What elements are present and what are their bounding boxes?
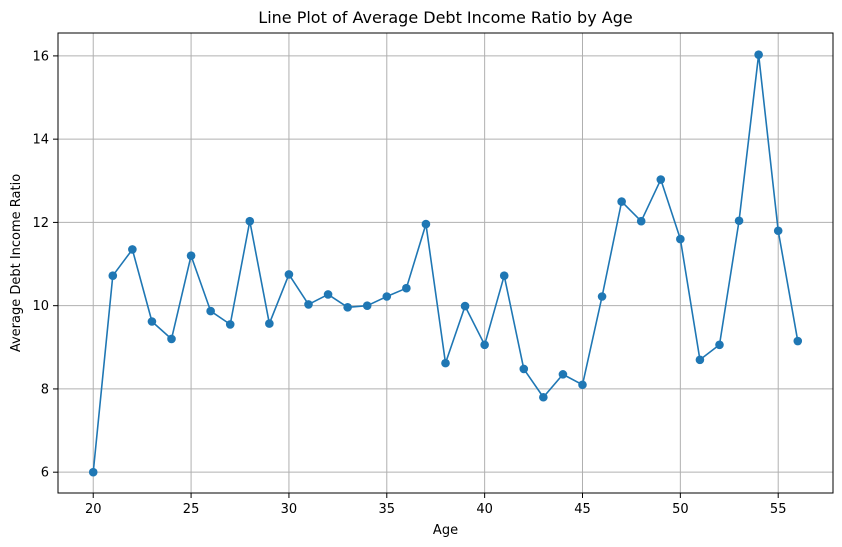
data-point: [128, 245, 137, 254]
data-point: [539, 392, 548, 402]
y-axis-label: Average Debt Income Ratio: [9, 174, 24, 352]
data-point: [167, 334, 176, 344]
data-point: [715, 340, 724, 350]
data-point: [441, 358, 450, 368]
data-point: [460, 301, 470, 311]
data-point: [147, 317, 157, 326]
series-line: [92, 53, 799, 473]
data-point: [597, 292, 607, 301]
data-point: [676, 234, 685, 244]
data-point: [88, 467, 98, 477]
data-point: [421, 219, 431, 229]
chart-title: Line Plot of Average Debt Income Ratio b…: [258, 8, 632, 27]
data-point: [793, 336, 803, 346]
data-point: [558, 370, 568, 379]
data-point: [108, 271, 118, 280]
data-point: [186, 251, 196, 261]
x-tick-label: 30: [281, 502, 298, 517]
data-point: [304, 300, 313, 309]
y-tick-label: 10: [32, 299, 49, 314]
data-point: [578, 380, 587, 390]
y-tick-label: 12: [32, 216, 49, 231]
x-tick-label: 50: [672, 502, 689, 517]
plot-frame: [57, 32, 834, 494]
data-point: [617, 197, 626, 206]
data-point: [754, 50, 763, 59]
grid: [58, 33, 833, 493]
y-tick-label: 8: [41, 382, 49, 397]
series-layer: [88, 50, 803, 477]
data-point: [636, 216, 646, 226]
data-point: [773, 226, 783, 236]
data-point: [362, 301, 372, 310]
axes: 20 25 30 35 40 45 50 55 6 8 10 12 14 16: [32, 32, 834, 517]
x-tick-label: 25: [183, 502, 200, 517]
data-point: [499, 271, 509, 280]
data-point: [519, 364, 529, 374]
data-point: [480, 340, 489, 350]
data-point: [402, 283, 411, 293]
data-point: [695, 355, 705, 365]
data-point: [245, 216, 255, 226]
data-point: [265, 319, 274, 328]
data-point: [206, 306, 215, 316]
x-tick-label: 55: [770, 502, 787, 517]
data-point: [382, 292, 392, 301]
data-point: [343, 303, 352, 312]
y-tick-label: 14: [32, 133, 49, 148]
x-tick-label: 40: [476, 502, 493, 517]
x-tick-label: 45: [574, 502, 591, 517]
data-point: [734, 216, 744, 226]
data-point: [656, 175, 666, 184]
x-tick-label: 35: [379, 502, 396, 517]
y-tick-label: 16: [32, 49, 49, 64]
y-tick-label: 6: [41, 466, 49, 481]
data-point: [225, 320, 235, 329]
x-axis-label: Age: [433, 523, 458, 538]
data-point: [284, 270, 294, 279]
x-tick-label: 20: [85, 502, 102, 517]
data-point: [323, 290, 333, 299]
